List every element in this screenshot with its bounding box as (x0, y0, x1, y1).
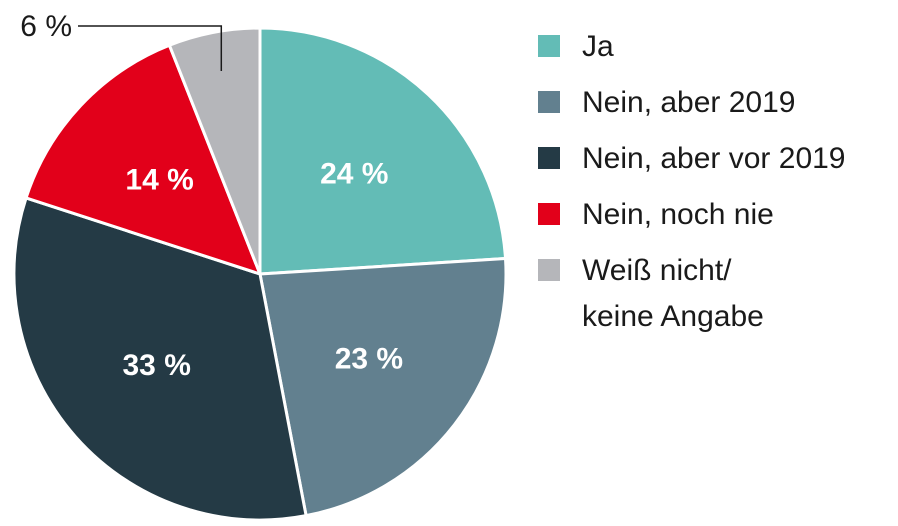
legend-label-3: Nein, aber vor 2019 (582, 142, 846, 175)
legend-swatch-4 (538, 203, 560, 225)
legend-label-2: Nein, aber 2019 (582, 86, 796, 119)
legend-item-2: Nein, aber 2019 (538, 80, 846, 126)
slice-label-1: 24 % (320, 158, 388, 191)
pie-slices (12, 26, 508, 522)
legend-label-1: Ja (582, 30, 614, 63)
legend-swatch-3 (538, 147, 560, 169)
pie-slice-3 (12, 196, 308, 522)
slice-label-5: 6 % (20, 10, 72, 43)
slice-label-2: 23 % (335, 342, 403, 375)
legend-item-3: Nein, aber vor 2019 (538, 136, 846, 182)
pie-slice-4 (24, 43, 262, 276)
legend-item-5: Weiß nicht/ keine Angabe (538, 248, 846, 340)
legend-label-4: Nein, noch nie (582, 198, 774, 231)
leader-line (78, 25, 223, 71)
legend-swatch-2 (538, 91, 560, 113)
legend-item-4: Nein, noch nie (538, 192, 846, 238)
slice-label-3: 33 % (123, 349, 191, 382)
pie-slice-5 (167, 26, 262, 276)
pie-slice-1 (258, 26, 508, 276)
legend-swatch-1 (538, 35, 560, 57)
legend-swatch-5 (538, 259, 560, 281)
pie-labels: 24 % 23 % 33 % 14 % 6 % (20, 10, 403, 382)
slice-label-4: 14 % (125, 164, 193, 197)
pie-slice-2 (258, 257, 508, 518)
legend: Ja Nein, aber 2019 Nein, aber vor 2019 Nein… (538, 24, 846, 350)
legend-item-1: Ja (538, 24, 846, 70)
legend-label-5: Weiß nicht/ keine Angabe (582, 254, 764, 333)
